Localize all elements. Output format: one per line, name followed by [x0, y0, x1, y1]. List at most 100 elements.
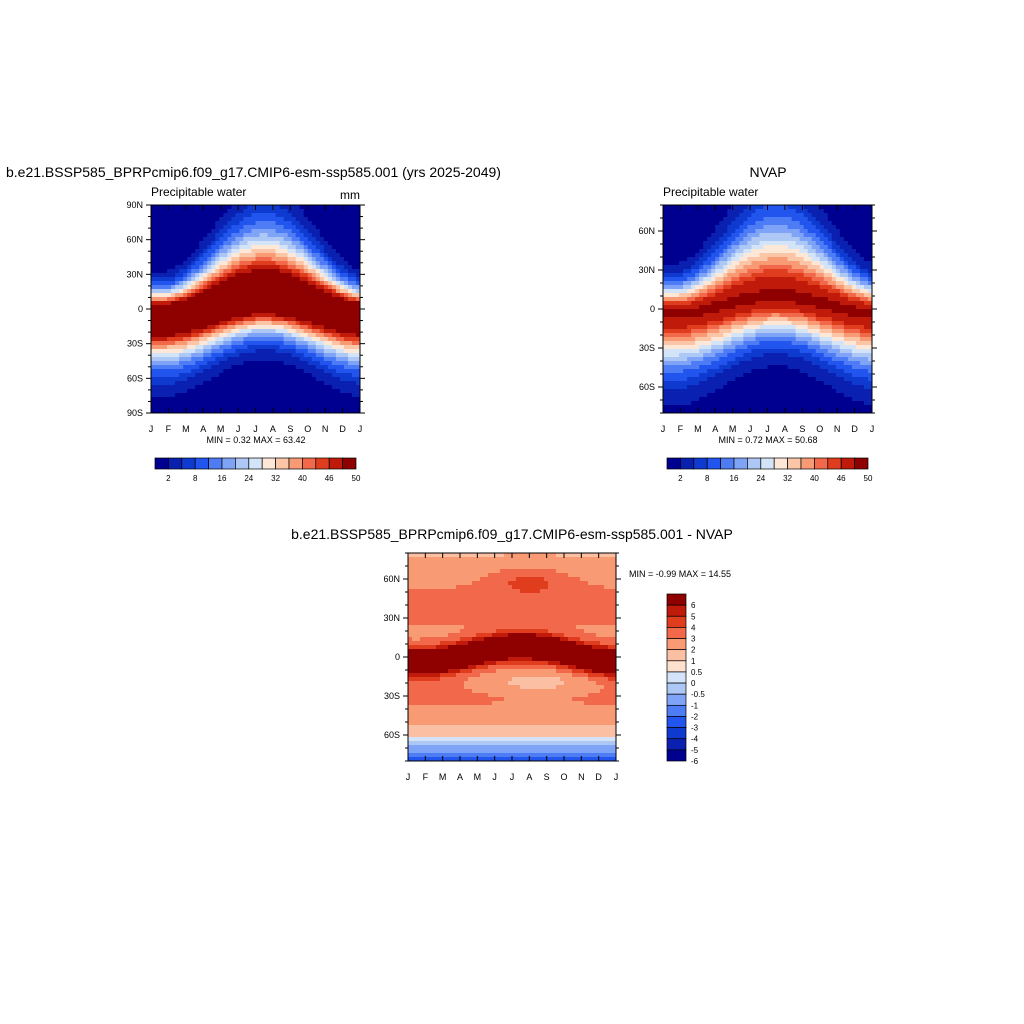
obs-cell: [679, 361, 684, 366]
obs-cell: [671, 241, 676, 246]
obs-cell: [783, 261, 789, 266]
model-cell: [167, 401, 172, 406]
obs-cell: [827, 289, 833, 294]
model-cell: [211, 333, 216, 338]
obs-cell: [687, 241, 692, 246]
model-cell: [271, 361, 277, 366]
model-cell: [295, 361, 301, 366]
obs-cell: [783, 361, 789, 366]
model-cell: [163, 329, 168, 334]
model-cell: [207, 289, 212, 294]
model-cell: [339, 385, 345, 390]
model-cell: [211, 309, 216, 314]
model-cell: [307, 309, 313, 314]
model-cell: [251, 273, 257, 278]
model-cell: [307, 257, 313, 262]
obs-cell: [815, 349, 821, 354]
model-cell: [191, 353, 196, 358]
obs-cell: [671, 205, 676, 210]
model-cell: [159, 333, 164, 338]
model-cell: [343, 381, 349, 386]
obs-cell: [679, 241, 684, 246]
model-cell: [291, 337, 297, 342]
model-cell: [231, 269, 236, 274]
obs-cell: [739, 277, 744, 282]
obs-cell: [867, 301, 872, 306]
model-cell: [311, 369, 317, 374]
model-cell: [283, 373, 289, 378]
model-cell: [215, 393, 220, 398]
model-cell: [203, 281, 208, 286]
model-cell: [303, 313, 309, 318]
obs-cell: [699, 321, 704, 326]
model-cell: [187, 261, 192, 266]
obs-cell: [759, 229, 765, 234]
obs-cell: [667, 221, 672, 226]
model-cell: [327, 277, 333, 282]
obs-cell: [727, 369, 732, 374]
obs-cell: [687, 253, 692, 258]
obs-cell: [867, 333, 872, 338]
model-cell: [163, 325, 168, 330]
model-cell: [299, 217, 305, 222]
obs-cell: [723, 253, 728, 258]
obs-cell: [779, 221, 785, 226]
model-cell: [295, 349, 301, 354]
obs-cell: [763, 209, 769, 214]
obs-cell: [855, 289, 861, 294]
model-cell: [159, 337, 164, 342]
model-cell: [287, 353, 293, 358]
model-x-tick-label: S: [287, 424, 293, 434]
model-cell: [351, 277, 357, 282]
obs-cell: [675, 297, 680, 302]
model-cell: [307, 249, 313, 254]
model-cell: [311, 217, 317, 222]
model-cell: [279, 289, 285, 294]
obs-cell: [747, 273, 753, 278]
obs-cell: [807, 209, 813, 214]
obs-cell: [823, 325, 829, 330]
model-cell: [295, 229, 301, 234]
model-cell: [299, 353, 305, 358]
obs-cell: [823, 293, 829, 298]
obs-cell: [663, 281, 668, 286]
obs-cell: [843, 217, 849, 222]
obs-cell: [787, 237, 793, 242]
obs-cell: [859, 353, 865, 358]
model-cell: [203, 233, 208, 238]
model-cell: [219, 369, 224, 374]
obs-cell: [691, 229, 696, 234]
obs-cell: [763, 205, 769, 210]
model-cell: [251, 301, 257, 306]
obs-cell: [827, 305, 833, 310]
obs-cell: [671, 357, 676, 362]
model-cell: [263, 329, 269, 334]
model-cell: [243, 389, 249, 394]
model-cell: [151, 205, 156, 210]
model-cell: [327, 389, 333, 394]
obs-cell: [843, 293, 849, 298]
obs-cell: [747, 285, 753, 290]
model-cell: [243, 397, 249, 402]
model-cell: [351, 317, 357, 322]
model-cell: [223, 349, 228, 354]
obs-cell: [787, 249, 793, 254]
model-cell: [179, 273, 184, 278]
obs-cell: [707, 233, 712, 238]
model-cell: [263, 273, 269, 278]
obs-cell: [775, 209, 781, 214]
model-cell: [335, 273, 341, 278]
model-cell: [315, 381, 321, 386]
model-cell: [271, 237, 277, 242]
model-cell: [171, 293, 176, 298]
obs-cell: [835, 329, 841, 334]
obs-cell: [839, 205, 845, 210]
model-cell: [235, 353, 241, 358]
model-cell: [215, 225, 220, 230]
obs-cell: [791, 213, 797, 218]
obs-cell: [851, 261, 857, 266]
model-cell: [215, 245, 220, 250]
model-cell: [211, 289, 216, 294]
model-cell: [311, 325, 317, 330]
obs-cell: [819, 293, 825, 298]
